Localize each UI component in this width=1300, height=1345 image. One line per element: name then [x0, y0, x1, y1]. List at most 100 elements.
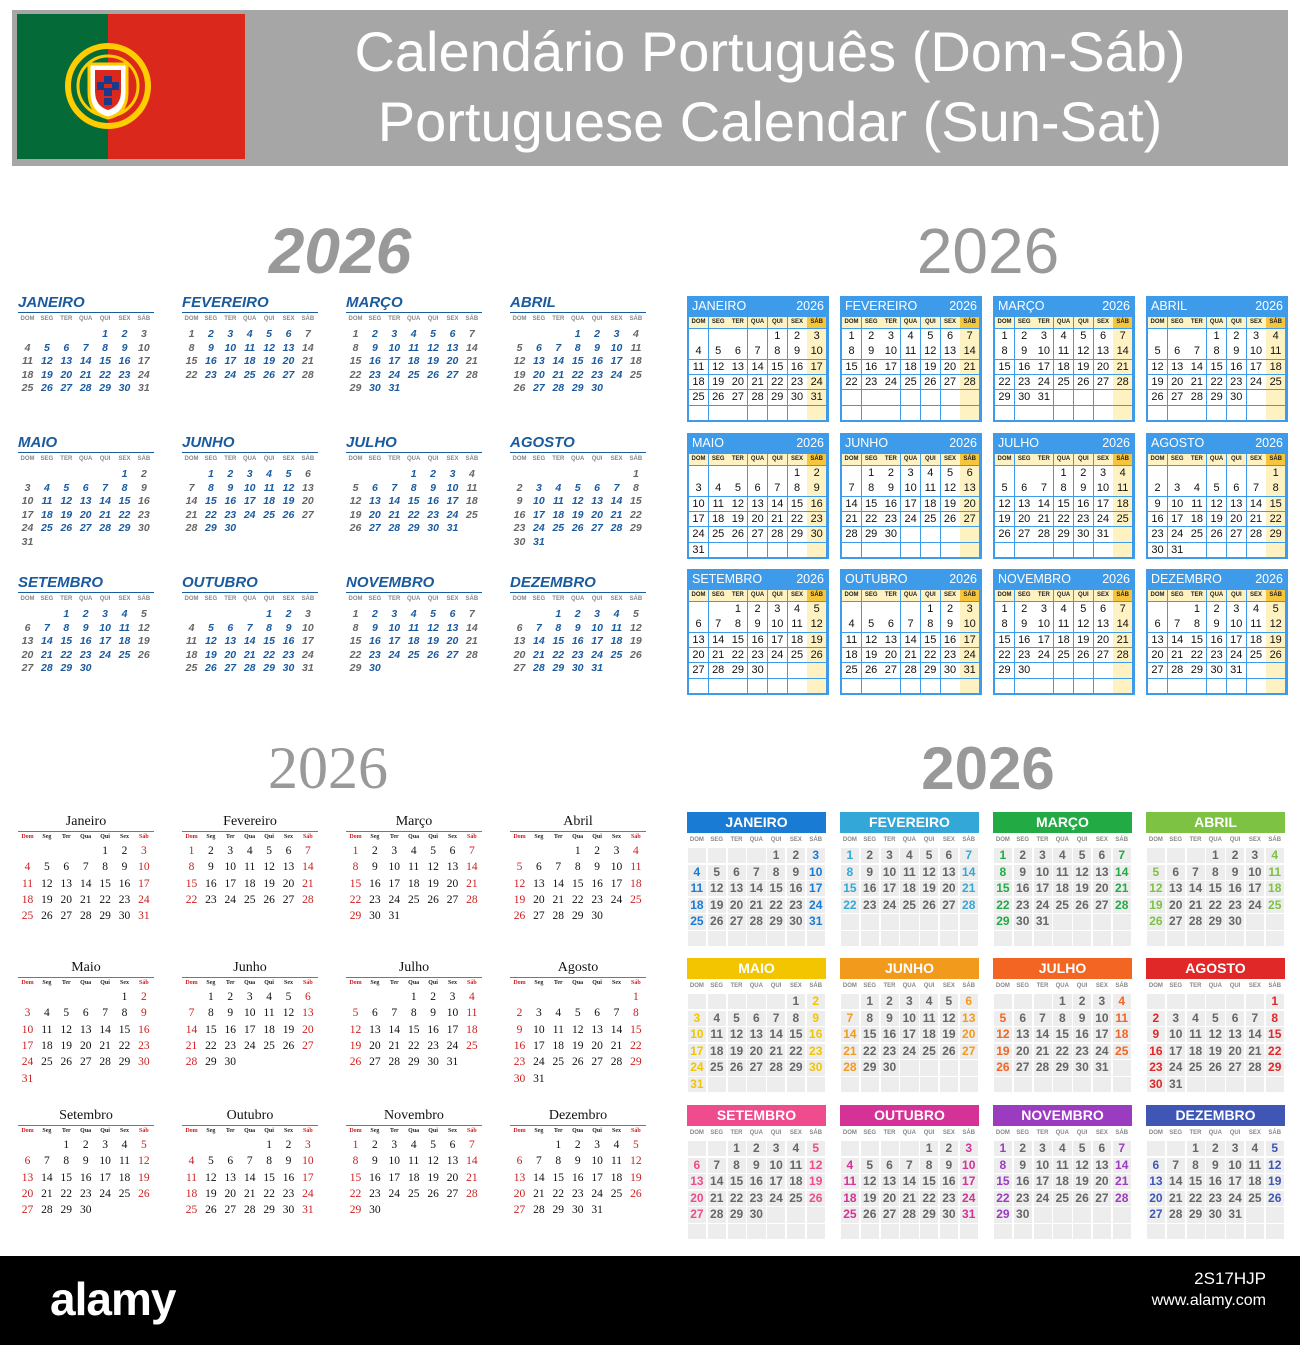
grid-cell [861, 481, 881, 496]
day-cell: 22 [731, 648, 745, 661]
month-name: Abril [563, 814, 593, 829]
month-name: JANEIRO [692, 299, 747, 313]
day-cell: 6 [886, 1157, 893, 1172]
weekday-header: Qua [80, 1128, 92, 1134]
day-cell: 6 [966, 467, 973, 479]
grid-cell [959, 864, 979, 880]
weekday-header: TER [224, 456, 237, 462]
image-id: 2S17HJP [1194, 1269, 1266, 1288]
day-cell: 16 [1151, 512, 1164, 525]
grid-cell [748, 527, 768, 542]
day-cell: 22 [349, 1187, 362, 1200]
grid-cell [1246, 481, 1266, 496]
day-cell: 4 [792, 1141, 800, 1155]
day-cell: 22 [571, 893, 584, 906]
grid-cell [1033, 1077, 1052, 1093]
day-cell: 17 [99, 635, 111, 647]
weekday-header: SEX [610, 316, 623, 322]
day-cell: 14 [902, 1174, 916, 1189]
grid-cell [1265, 931, 1285, 947]
grid-cell [1148, 632, 1167, 648]
day-cell: 2 [227, 468, 234, 480]
grid-cell [707, 1141, 727, 1157]
day-cell: 2 [812, 994, 820, 1008]
weekday-header: Sex [284, 980, 293, 986]
month-9: SETEMBRO DOM SEG TER QUA QUI SEX SÁB 1 2 3 4 5 6 7 8 9 10… [18, 574, 154, 704]
day-cell: 22 [185, 368, 198, 381]
grid-cell [994, 1010, 1013, 1026]
day-cell: 2 [868, 330, 875, 342]
grid-cell [748, 466, 768, 481]
month-name: MARÇO [346, 294, 403, 311]
day-cell: 20 [1171, 375, 1184, 388]
weekday-header: SEG [1169, 837, 1183, 843]
grid-cell [1147, 864, 1166, 880]
day-cell: 14 [610, 495, 623, 507]
day-cell: 10 [962, 1157, 976, 1172]
grid-cell [1093, 1060, 1112, 1076]
day-cell: 13 [282, 861, 295, 874]
day-cell: 11 [712, 497, 724, 510]
grid-cell [1013, 1174, 1033, 1190]
day-cell: 14 [904, 633, 917, 646]
weekday-header: Ter [225, 834, 235, 840]
grid-cell [842, 466, 861, 481]
month-name: ABRIL [510, 294, 556, 311]
day-cell: 21 [712, 648, 725, 661]
day-cell: 17 [21, 508, 34, 521]
month-3: MARÇO 2026 DOM SEG TER QUA QUI SEX SÁB 1 2 3 4 5 6 7 8 9 1… [993, 296, 1135, 422]
day-cell: 10 [1095, 1010, 1109, 1025]
grid-cell [1207, 329, 1227, 344]
grid-cell [1093, 359, 1113, 375]
day-cell: 5 [208, 1155, 214, 1168]
grid-cell [1147, 1174, 1166, 1190]
day-cell: 21 [388, 1039, 401, 1052]
day-cell: 29 [99, 910, 111, 923]
day-cell: 26 [1077, 648, 1090, 661]
grid-cell [1186, 1174, 1205, 1190]
day-cell: 12 [60, 495, 73, 507]
day-cell: 11 [244, 341, 256, 354]
day-cell: 30 [118, 910, 131, 923]
day-cell: 18 [407, 1171, 420, 1184]
grid-cell [1054, 527, 1074, 542]
grid-cell [1226, 374, 1246, 390]
day-cell: 4 [927, 467, 934, 479]
grid-cell [1246, 1207, 1265, 1223]
weekday-header: QUA [1054, 590, 1074, 601]
grid-cell [842, 329, 861, 344]
day-cell: 6 [1019, 1010, 1027, 1025]
grid-cell [1113, 647, 1133, 663]
grid-cell [747, 1207, 766, 1223]
grid-cell [881, 511, 901, 527]
grid-cell [994, 1027, 1013, 1043]
weekday-header: SEX [282, 316, 295, 322]
day-cell: 13 [21, 635, 34, 647]
day-cell: 23 [571, 1187, 584, 1200]
day-cell: 9 [812, 1010, 820, 1025]
weekday-header: SEX [1095, 983, 1108, 989]
grid-cell [1054, 405, 1074, 420]
grid-cell [728, 344, 748, 359]
day-cell: 13 [60, 877, 73, 890]
grid-cell [1113, 527, 1133, 542]
grid-cell [1053, 1141, 1072, 1157]
day-cell: 23 [79, 1187, 92, 1200]
day-cell: 10 [692, 497, 705, 510]
day-cell: 11 [263, 481, 275, 494]
grid-cell [1166, 1060, 1186, 1076]
grid-cell [1033, 864, 1052, 880]
weekday-header: TER [1034, 454, 1054, 465]
grid-cell [994, 1224, 1013, 1240]
day-cell: 3 [1099, 467, 1107, 479]
grid-cell [860, 994, 880, 1010]
day-cell: 16 [369, 355, 381, 367]
day-cell: 18 [1057, 633, 1070, 646]
grid-cell [727, 1141, 746, 1157]
day-cell: 10 [243, 481, 256, 494]
day-cell: 13 [302, 481, 314, 494]
grid-cell [860, 881, 880, 897]
month-4: ABRIL DOM SEG TER QUA QUI SEX SÁB 1 2 3 4 5 6 7 8 9 10 11 1… [510, 294, 646, 424]
weekday-header: QUA [1207, 454, 1227, 465]
weekday-header: DOM [512, 316, 527, 322]
